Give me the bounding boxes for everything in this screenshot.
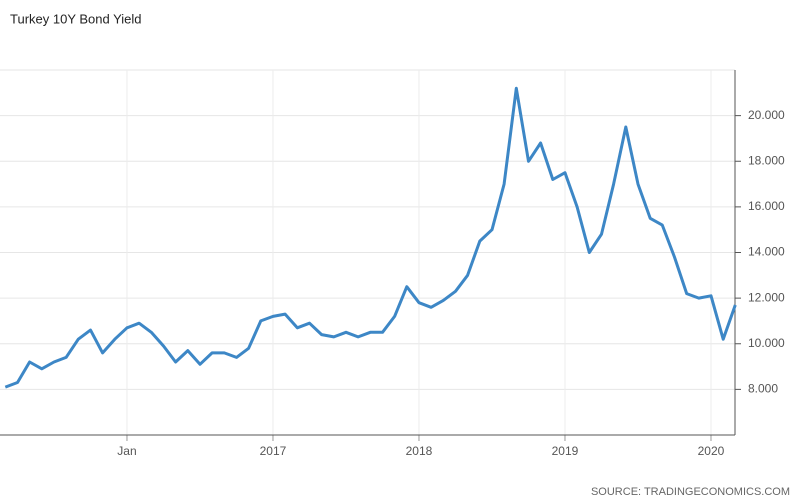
y-tick-label: 8.000 [748,382,778,396]
source: SOURCE: TRADINGECONOMICS.COM [591,486,790,498]
x-tick-label: 2017 [260,444,287,458]
y-tick-label: 12.000 [748,290,785,304]
line-series [4,86,737,389]
y-tick-label: 16.000 [748,199,785,213]
x-tick-label: 2019 [552,444,579,458]
y-tick-label: 20.000 [748,108,785,122]
y-tick-label: 18.000 [748,153,785,167]
y-tick-label: 10.000 [748,336,785,350]
x-tick-label: Jan [117,444,136,458]
y-tick-label: 14.000 [748,245,785,259]
x-tick-label: 2020 [698,444,725,458]
x-tick-label: 2018 [406,444,433,458]
chart-title: Turkey 10Y Bond Yield [10,11,142,26]
